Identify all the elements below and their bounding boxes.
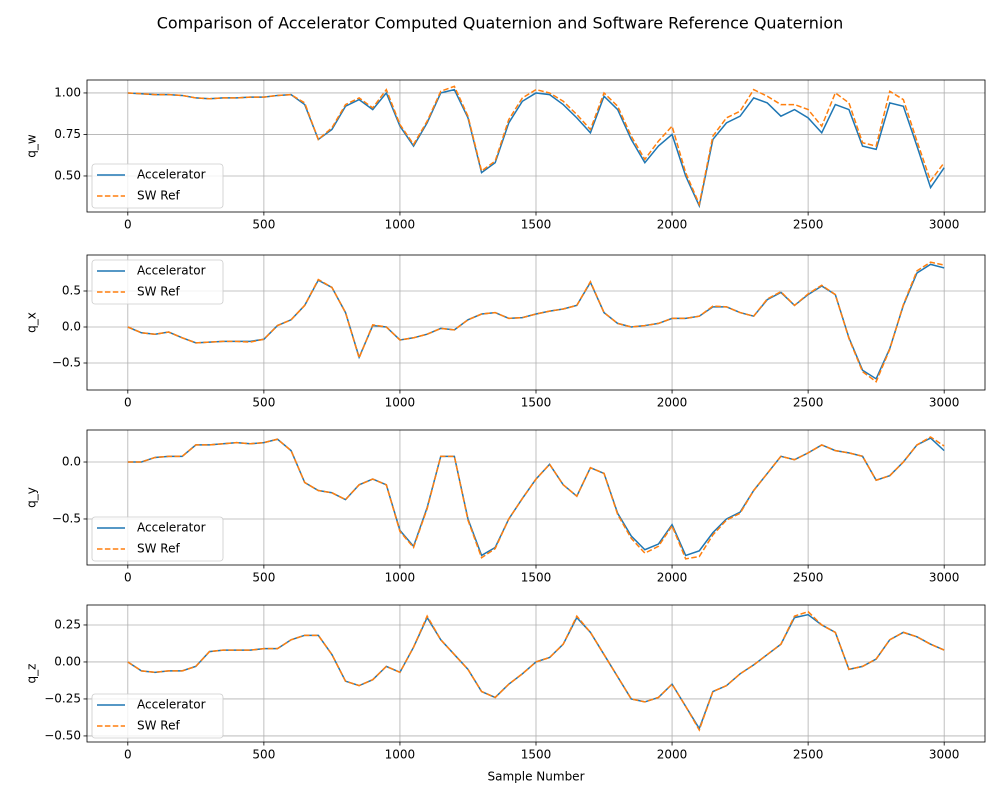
y-axis-label: q_z (25, 664, 39, 684)
x-tick-label: 500 (252, 571, 275, 585)
axes-frame (86, 604, 986, 743)
plot-area (127, 610, 945, 732)
y-tick-label: −0.25 (44, 691, 81, 705)
x-tick-label: 2000 (657, 748, 688, 762)
legend-label: Accelerator (137, 168, 206, 182)
y-tick-label: 0.25 (54, 617, 81, 631)
x-tick-label: 1500 (521, 218, 552, 232)
x-tick-label: 2500 (793, 396, 824, 410)
x-tick-label: 1000 (385, 218, 416, 232)
y-tick-label: 0.0 (62, 455, 81, 469)
x-tick-label: 3000 (929, 571, 960, 585)
x-tick-label: 2000 (657, 571, 688, 585)
legend-label: SW Ref (137, 189, 180, 203)
x-tick-label: 3000 (929, 396, 960, 410)
x-tick-label: 500 (252, 218, 275, 232)
y-axis-label: q_w (25, 134, 39, 158)
y-tick-label: −0.50 (44, 728, 81, 742)
legend-label: SW Ref (137, 719, 180, 733)
x-tick-label: 2000 (657, 218, 688, 232)
x-tick-label: 0 (124, 571, 132, 585)
x-tick-label: 2000 (657, 396, 688, 410)
x-axis-label: Sample Number (487, 770, 584, 784)
legend-label: Accelerator (137, 698, 206, 712)
figure-title: Comparison of Accelerator Computed Quate… (157, 14, 844, 33)
x-tick-label: 1500 (521, 396, 552, 410)
legend-label: Accelerator (137, 264, 206, 278)
axes-frame (86, 254, 986, 391)
legend-label: SW Ref (137, 542, 180, 556)
y-tick-label: −0.5 (52, 356, 81, 370)
x-tick-label: 1000 (385, 748, 416, 762)
plot-area (127, 261, 945, 383)
y-tick-label: 1.00 (54, 85, 81, 99)
y-tick-label: 0.50 (54, 168, 81, 182)
y-tick-label: 0.00 (54, 654, 81, 668)
plot-area (127, 85, 945, 209)
y-tick-label: 0.5 (62, 284, 81, 298)
x-tick-label: 0 (124, 396, 132, 410)
legend-label: Accelerator (137, 521, 206, 535)
x-tick-label: 3000 (929, 218, 960, 232)
y-axis-label: q_y (25, 487, 39, 508)
x-tick-label: 1000 (385, 396, 416, 410)
x-tick-label: 1500 (521, 748, 552, 762)
x-tick-label: 2500 (793, 571, 824, 585)
y-tick-label: −0.5 (52, 511, 81, 525)
series-line (127, 85, 945, 207)
x-tick-label: 1500 (521, 571, 552, 585)
y-tick-label: 0.75 (54, 127, 81, 141)
x-tick-label: 1000 (385, 571, 416, 585)
x-tick-label: 2500 (793, 218, 824, 232)
axes-frame (86, 79, 986, 213)
series-line (127, 610, 945, 732)
axes-frame (86, 429, 986, 566)
x-tick-label: 500 (252, 396, 275, 410)
plot-area (127, 436, 945, 560)
x-tick-label: 0 (124, 218, 132, 232)
x-tick-label: 500 (252, 748, 275, 762)
y-tick-label: 0.0 (62, 320, 81, 334)
legend-label: SW Ref (137, 285, 180, 299)
x-tick-label: 0 (124, 748, 132, 762)
series-line (127, 436, 945, 560)
x-tick-label: 3000 (929, 748, 960, 762)
x-tick-label: 2500 (793, 748, 824, 762)
series-line (127, 261, 945, 383)
y-axis-label: q_x (25, 312, 39, 333)
